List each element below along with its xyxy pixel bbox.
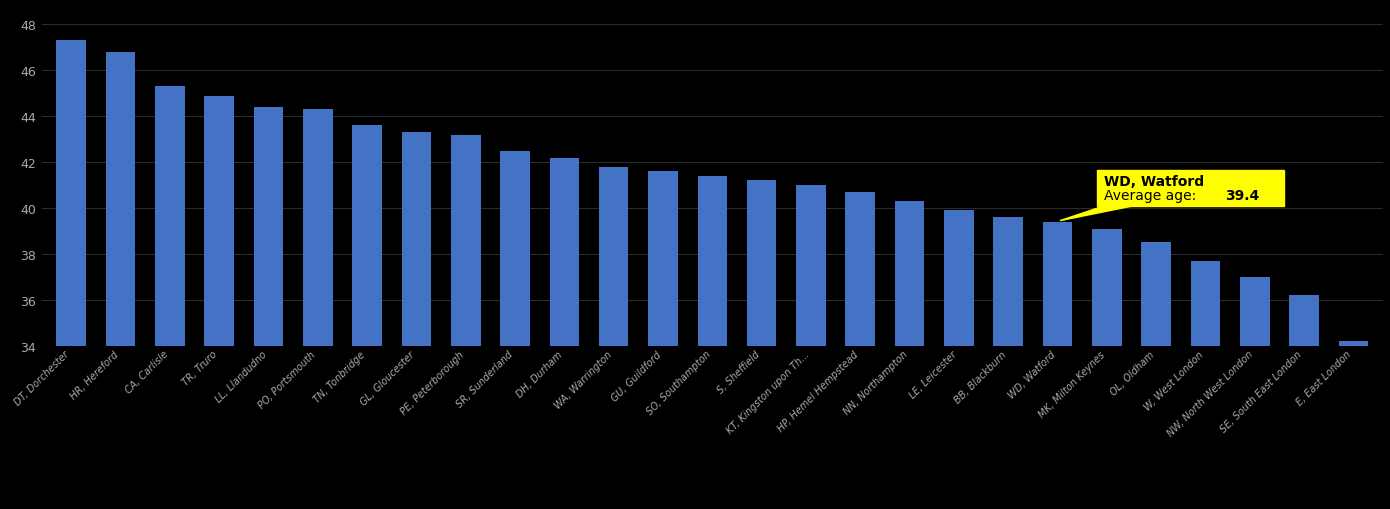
Bar bbox=[698, 177, 727, 346]
Bar bbox=[57, 41, 86, 346]
Bar bbox=[746, 181, 777, 346]
Bar bbox=[402, 133, 431, 346]
Text: 39.4: 39.4 bbox=[1225, 189, 1259, 203]
Bar bbox=[450, 135, 481, 346]
Text: Average age:: Average age: bbox=[1105, 189, 1201, 203]
Bar bbox=[204, 96, 234, 346]
Bar bbox=[895, 202, 924, 346]
Bar bbox=[599, 167, 628, 346]
Bar bbox=[1093, 229, 1122, 346]
Bar bbox=[994, 218, 1023, 346]
Bar bbox=[156, 87, 185, 346]
Bar bbox=[106, 53, 135, 346]
Bar bbox=[845, 192, 876, 346]
Bar bbox=[796, 186, 826, 346]
Bar bbox=[944, 211, 974, 346]
FancyBboxPatch shape bbox=[1097, 171, 1284, 206]
Polygon shape bbox=[1061, 206, 1134, 221]
Bar bbox=[549, 158, 580, 346]
Bar bbox=[352, 126, 382, 346]
Bar bbox=[1141, 243, 1170, 346]
Text: WD, Watford: WD, Watford bbox=[1105, 174, 1205, 188]
Bar bbox=[303, 110, 332, 346]
Bar bbox=[253, 108, 284, 346]
Bar bbox=[1240, 277, 1269, 346]
Bar bbox=[1042, 222, 1072, 346]
Bar bbox=[1191, 261, 1220, 346]
Bar bbox=[1339, 342, 1368, 346]
Bar bbox=[500, 151, 530, 346]
Bar bbox=[648, 172, 678, 346]
Bar bbox=[1290, 296, 1319, 346]
